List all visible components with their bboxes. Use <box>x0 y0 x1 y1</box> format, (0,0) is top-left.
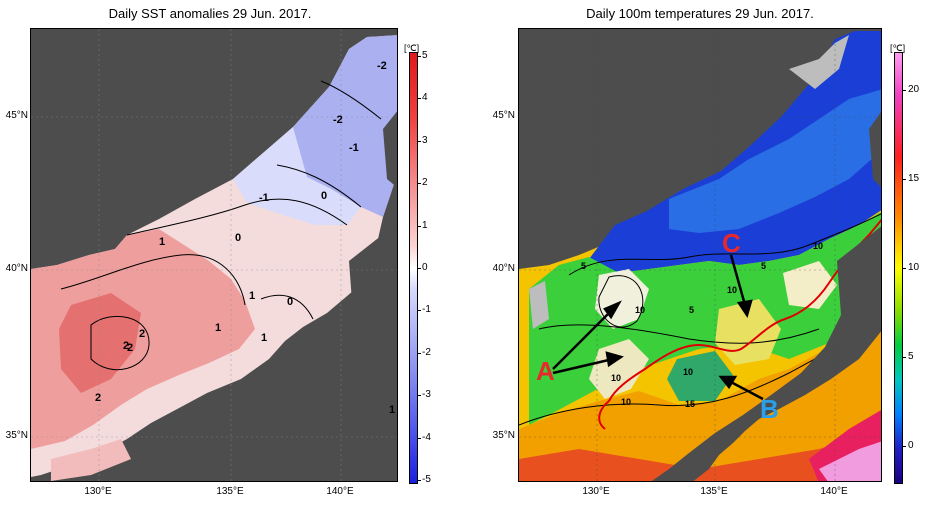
colorbar-tick-mark <box>418 310 421 312</box>
colorbar-tick-label: -5 <box>422 474 431 485</box>
colorbar-tick-label: 15 <box>908 173 920 184</box>
annotation-a: A <box>536 356 555 386</box>
colorbar-tick-label: 20 <box>908 84 920 95</box>
contour-label: 10 <box>727 285 737 295</box>
colorbar-tick-label: -1 <box>422 304 431 316</box>
colorbar-tick-mark <box>418 437 421 439</box>
contour-label: 2 <box>123 340 129 352</box>
lon-label-135-right: 135°E <box>700 486 728 497</box>
right-colorbar-unit: [℃] <box>890 43 906 53</box>
right-panel-title: Daily 100m temperatures 29 Jun. 2017. <box>586 6 814 21</box>
colorbar-tick-label: -2 <box>422 346 431 358</box>
contour-label: 10 <box>683 367 693 377</box>
contour-label: 1 <box>249 290 255 302</box>
colorbar-tick-mark <box>418 98 421 100</box>
contour-label: 1 <box>215 322 221 334</box>
contour-label: 2 <box>95 392 101 404</box>
temperature-100m-map: 5 10 10 5 5 10 10 15 10 10 <box>518 28 882 482</box>
colorbar-tick-label: 0 <box>422 262 428 273</box>
contour-label: 1 <box>261 332 267 344</box>
colorbar-tick-mark <box>418 352 421 354</box>
left-colorbar-unit: [℃] <box>404 43 420 53</box>
lon-label-140: 140°E <box>326 486 354 497</box>
contour-label: 0 <box>287 296 293 308</box>
colorbar-tick-label: 10 <box>908 262 920 273</box>
contour-label: -2 <box>333 114 343 126</box>
colorbar-tick-label: 0 <box>908 440 914 451</box>
contour-label: -2 <box>377 60 387 72</box>
colorbar-tick-mark <box>418 268 421 269</box>
colorbar-tick-mark <box>418 225 421 227</box>
contour-label: 10 <box>621 397 631 407</box>
annotation-c: C <box>722 228 741 258</box>
colorbar-tick-mark <box>418 480 421 481</box>
left-panel-title: Daily SST anomalies 29 Jun. 2017. <box>108 6 312 21</box>
colorbar-tick-label: 2 <box>422 177 428 189</box>
colorbar-tick-label: 3 <box>422 134 428 146</box>
colorbar-tick-mark <box>903 268 906 269</box>
left-colorbar <box>409 52 418 484</box>
lon-label-135: 135°E <box>216 486 244 497</box>
lat-label-35-right: 35°N <box>492 430 515 441</box>
lat-label-35: 35°N <box>5 430 28 441</box>
contour-label: 5 <box>761 261 766 271</box>
colorbar-tick-mark <box>903 446 906 447</box>
colorbar-tick-mark <box>418 395 421 397</box>
colorbar-tick-mark <box>418 140 421 142</box>
colorbar-tick-label: 5 <box>422 50 428 61</box>
lon-label-130-right: 130°E <box>582 486 610 497</box>
colorbar-tick-label: -3 <box>422 389 431 401</box>
contour-label: 15 <box>685 399 695 409</box>
contour-label: -1 <box>349 142 359 154</box>
contour-label: 0 <box>321 190 327 202</box>
colorbar-tick-mark <box>903 90 906 91</box>
lat-label-40-right: 40°N <box>492 263 515 274</box>
contour-label: 1 <box>389 404 395 416</box>
temperature-100m-map-graphic: 5 10 10 5 5 10 10 15 10 10 <box>519 29 881 481</box>
colorbar-tick-mark <box>903 357 906 358</box>
lat-label-40: 40°N <box>5 263 28 274</box>
contour-label: -1 <box>259 192 269 204</box>
colorbar-tick-mark <box>418 183 421 185</box>
lon-label-140-right: 140°E <box>820 486 848 497</box>
contour-label: 10 <box>635 305 645 315</box>
colorbar-tick-label: 4 <box>422 92 428 104</box>
right-colorbar <box>894 52 903 484</box>
contour-label: 0 <box>235 232 241 244</box>
annotation-b: B <box>760 394 779 424</box>
lat-label-45: 45°N <box>5 110 28 121</box>
lat-label-45-right: 45°N <box>492 110 515 121</box>
contour-label: 1 <box>159 236 165 248</box>
contour-label: 10 <box>611 373 621 383</box>
lon-label-130: 130°E <box>84 486 112 497</box>
contour-label: 5 <box>689 305 694 315</box>
contour-label: 5 <box>581 261 586 271</box>
contour-label: 10 <box>813 241 823 251</box>
contour-label: 2 <box>127 342 133 354</box>
colorbar-tick-label: 5 <box>908 351 914 362</box>
colorbar-tick-label: 1 <box>422 219 428 231</box>
colorbar-tick-label: -4 <box>422 431 431 443</box>
contour-label: 2 <box>139 328 145 340</box>
colorbar-tick-mark <box>903 179 906 180</box>
colorbar-tick-mark <box>418 56 421 57</box>
sst-anomaly-map: -2 -2 -1 -1 0 0 1 0 1 1 1 2 2 2 2 1 <box>30 28 398 482</box>
sst-anomaly-map-graphic: -2 -2 -1 -1 0 0 1 0 1 1 1 2 2 2 2 1 <box>31 29 397 481</box>
